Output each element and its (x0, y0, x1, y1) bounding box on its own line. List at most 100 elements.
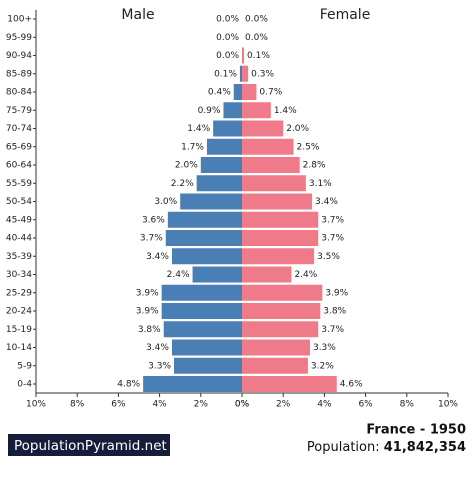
bar (242, 102, 271, 119)
value-label: 2.2% (171, 179, 194, 189)
x-tick-label: 8% (400, 400, 415, 410)
brand: PopulationPyramid.net (14, 438, 167, 454)
value-label: 0.1% (214, 69, 237, 79)
brand-badge (8, 434, 170, 456)
bar (161, 303, 242, 319)
bar (242, 303, 321, 319)
bar (167, 211, 242, 228)
bar (242, 47, 245, 64)
bar (163, 321, 242, 338)
y-tick-label: 95-99 (6, 33, 32, 43)
value-label: 2.0% (175, 161, 198, 171)
x-tick-label: 4% (152, 400, 167, 410)
value-label: 2.4% (294, 270, 317, 280)
population: Population: 41,842,354 (307, 440, 466, 455)
bar (242, 266, 292, 283)
value-label: 3.8% (323, 307, 346, 317)
value-label: 2.5% (297, 142, 320, 152)
y-tick-label: 60-64 (6, 161, 32, 171)
value-label: 1.4% (274, 106, 297, 116)
value-label: 3.7% (140, 234, 163, 244)
x-tick-label: 6% (111, 400, 126, 410)
value-label: 1.4% (187, 124, 210, 134)
x-tick-label: 2% (194, 400, 209, 410)
value-label: 3.1% (309, 179, 332, 189)
value-label: 4.6% (340, 380, 363, 390)
value-label: 0.0% (216, 51, 239, 61)
bar (242, 357, 308, 374)
bar (242, 248, 315, 265)
y-tick-label: 70-74 (6, 124, 32, 134)
value-label: 0.0% (245, 15, 268, 25)
bar (242, 157, 300, 173)
y-tick-label: 75-79 (6, 106, 32, 116)
y-tick-label: 100+ (7, 15, 32, 25)
value-label: 0.0% (245, 33, 268, 43)
y-tick-label: 15-19 (6, 325, 32, 335)
x-tick-label: 10% (26, 400, 46, 410)
value-label: 3.2% (311, 361, 334, 371)
value-label: 0.7% (259, 88, 282, 98)
value-label: 3.7% (321, 325, 344, 335)
x-tick-label: 0% (235, 400, 250, 410)
value-label: 3.7% (321, 215, 344, 225)
bar (196, 175, 242, 192)
bar (180, 193, 242, 210)
y-tick-label: 25-29 (6, 288, 32, 298)
chart-title: France - 1950 (366, 423, 466, 438)
bar (239, 65, 242, 82)
value-label: 3.6% (142, 215, 165, 225)
y-tick-label: 55-59 (6, 179, 32, 189)
value-label: 1.7% (181, 142, 204, 152)
bar (242, 284, 323, 301)
bar (242, 321, 319, 338)
y-tick-label: 90-94 (6, 51, 32, 61)
y-tick-label: 5-9 (17, 361, 32, 371)
bar (242, 120, 284, 137)
y-tick-label: 35-39 (6, 252, 32, 262)
value-label: 0.0% (216, 33, 239, 43)
y-tick-label: 65-69 (6, 142, 32, 152)
bar (242, 138, 294, 155)
series-title: Male (121, 7, 154, 23)
value-label: 0.0% (216, 15, 239, 25)
value-label: 3.9% (325, 288, 348, 298)
x-tick-label: 4% (317, 400, 332, 410)
value-label: 3.7% (321, 234, 344, 244)
y-tick-label: 30-34 (6, 270, 32, 280)
y-tick-label: 45-49 (6, 215, 32, 225)
bar (242, 84, 257, 100)
value-label: 0.3% (251, 69, 274, 79)
bar (143, 376, 242, 392)
bar (242, 65, 249, 82)
bar (171, 339, 242, 356)
bar (223, 102, 242, 119)
value-label: 3.5% (317, 252, 340, 262)
bar (174, 357, 242, 374)
bar (165, 230, 242, 246)
value-label: 0.4% (208, 88, 231, 98)
bar (213, 120, 242, 137)
bar (242, 339, 310, 356)
value-label: 2.4% (167, 270, 190, 280)
bar (242, 193, 313, 210)
y-tick-label: 80-84 (6, 88, 32, 98)
value-label: 3.9% (136, 307, 159, 317)
x-tick-label: 8% (70, 400, 85, 410)
value-label: 3.3% (313, 343, 336, 353)
population-label: Population: (307, 440, 380, 455)
x-tick-label: 10% (438, 400, 458, 410)
bar (192, 266, 242, 283)
value-label: 4.8% (117, 380, 140, 390)
value-label: 3.4% (146, 252, 169, 262)
y-tick-label: 0-4 (17, 380, 32, 390)
bar (242, 211, 319, 228)
bar (171, 248, 242, 265)
value-label: 3.3% (148, 361, 171, 371)
value-label: 0.1% (247, 51, 270, 61)
bar (161, 284, 242, 301)
series-title: Female (320, 7, 371, 23)
x-tick-label: 2% (276, 400, 291, 410)
